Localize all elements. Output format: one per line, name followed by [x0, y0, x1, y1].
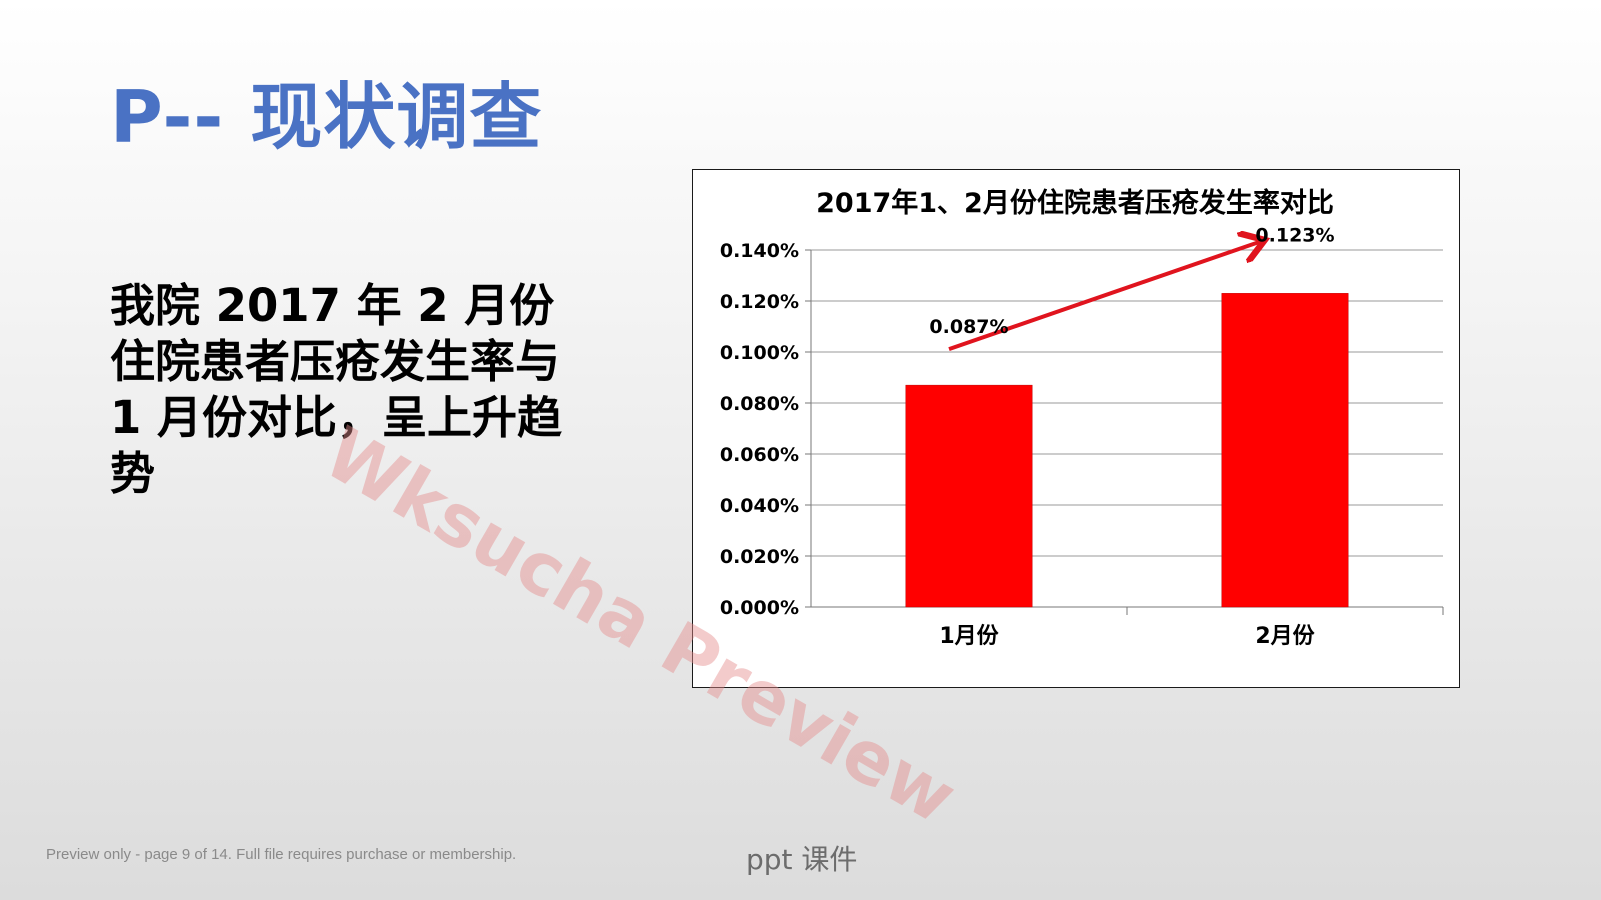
y-tick-label: 0.120% — [720, 291, 799, 313]
data-label: 0.123% — [1255, 224, 1334, 246]
y-tick-label: 0.040% — [720, 495, 799, 517]
bar — [1221, 293, 1349, 608]
y-tick-label: 0.000% — [720, 597, 799, 619]
y-tick-label: 0.020% — [720, 546, 799, 568]
x-category-label: 1月份 — [939, 624, 999, 649]
slide-body-text: 我院 2017 年 2 月份住院患者压疮发生率与 1 月份对比，呈上升趋势 — [110, 279, 562, 500]
y-tick-label: 0.080% — [720, 393, 799, 415]
chart-canvas: 2017年1、2月份住院患者压疮发生率对比 0.000% 0.020% 0.040%… — [720, 187, 1444, 649]
y-tick-label: 0.060% — [720, 444, 799, 466]
footer-center-text: ppt 课件 — [746, 843, 858, 876]
data-label: 0.087% — [929, 316, 1008, 338]
x-category-label: 2月份 — [1255, 624, 1315, 649]
y-tick-label: 0.140% — [720, 240, 799, 262]
chart-title: 2017年1、2月份住院患者压疮发生率对比 — [816, 187, 1334, 219]
bar — [905, 384, 1033, 608]
bar-chart: 2017年1、2月份住院患者压疮发生率对比 0.000% 0.020% 0.040%… — [692, 169, 1460, 688]
footer-note: Preview only - page 9 of 14. Full file r… — [46, 846, 517, 863]
trend-arrow — [948, 241, 1261, 352]
y-tick-label: 0.100% — [720, 342, 799, 364]
slide-title: P-- 现状调查 — [110, 75, 543, 159]
